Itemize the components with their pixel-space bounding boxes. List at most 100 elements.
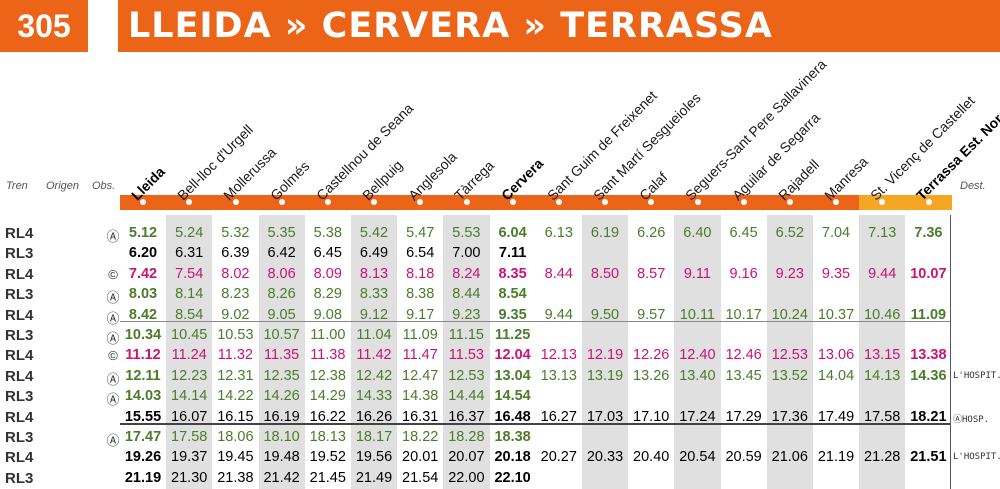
time-cell: 11.04 [356,327,392,343]
time-cell: 21.51 [910,449,947,466]
time-cell: 17.49 [817,408,855,425]
train-code: RL4 [5,225,34,242]
time-cell: 8.29 [313,286,342,303]
time-cell: 21.38 [217,469,254,486]
train-code: RL4 [5,306,34,324]
time-cell: 8.23 [221,286,250,303]
train-code: RL4 [5,367,34,385]
time-cell: 12.23 [171,367,208,384]
station-bar [120,195,950,210]
time-cell: 7.00 [452,245,481,262]
time-cell: 20.33 [586,449,624,466]
time-cell: 21.30 [171,469,208,486]
time-cell: 7.42 [128,265,158,282]
time-cell: 14.38 [402,388,439,405]
time-cell: 12.26 [633,347,670,364]
time-cell: 11.00 [310,327,346,343]
time-cell: 7.36 [914,225,943,241]
time-cell: 14.22 [217,388,254,405]
time-cell: 6.45 [313,245,342,262]
time-cell: 11.12 [125,347,161,364]
time-cell: 16.07 [171,408,208,425]
time-cell: 14.04 [817,367,855,384]
time-cell: 10.57 [263,327,300,343]
time-cell: 13.38 [910,347,947,364]
time-cell: 9.16 [729,265,758,282]
station-dot [463,199,470,205]
obs-mark: Ⓐ [106,229,120,244]
time-cell: 21.49 [355,469,393,486]
obs-mark: © [108,348,118,364]
station-dot [232,199,239,205]
time-cell: 10.24 [771,306,808,323]
station-dot [417,199,424,205]
time-cell: 18.06 [217,429,254,445]
time-cell: 9.23 [775,265,804,282]
time-cell: 12.04 [494,347,531,364]
time-cell: 5.47 [406,225,435,241]
time-cell: 18.13 [309,429,346,445]
station-dot [786,199,793,205]
time-cell: 9.35 [821,265,851,282]
destination: L'HOSPIT. [953,370,1000,381]
time-cell: 6.52 [775,225,804,241]
time-cell: 14.33 [355,388,393,405]
time-cell: 12.11 [125,367,161,384]
time-cell: 17.58 [171,429,208,445]
time-cell: 13.19 [586,367,624,384]
destination: ⒶHOSP. [953,414,990,425]
time-cell: 11.15 [448,327,484,343]
column-shade [443,215,490,489]
row-separator [120,423,950,425]
obs-mark: Ⓐ [106,310,120,326]
time-cell: 9.50 [590,306,620,323]
time-cell: 19.26 [124,449,162,466]
time-cell: 8.18 [406,265,435,282]
time-cell: 16.26 [355,408,393,425]
route-number: 305 [0,0,88,52]
time-cell: 21.19 [124,469,162,486]
header-origin: Origen [46,180,80,192]
time-cell: 7.13 [868,225,897,241]
train-code: RL4 [5,449,34,467]
time-cell: 11.38 [310,347,346,364]
time-cell: 11.32 [217,347,253,364]
time-cell: 9.08 [313,306,342,323]
time-cell: 14.44 [448,388,485,405]
time-cell: 16.15 [217,408,254,425]
time-cell: 19.37 [171,449,208,466]
time-cell: 7.11 [498,245,527,262]
time-cell: 5.12 [128,225,158,241]
time-cell: 8.44 [452,286,481,303]
time-cell: 11.24 [171,347,207,364]
time-cell: 9.11 [683,265,711,282]
time-cell: 8.44 [544,265,573,282]
time-cell: 14.26 [263,388,300,405]
station-dot [555,199,562,205]
header-train: Tren [6,180,28,192]
time-cell: 18.22 [402,429,439,445]
time-cell: 8.14 [175,286,204,303]
station-dot [694,199,701,205]
time-cell: 13.06 [817,347,855,364]
time-cell: 5.35 [267,225,296,241]
time-cell: 17.29 [725,408,762,425]
time-cell: 6.40 [683,225,712,241]
time-cell: 11.47 [402,347,438,364]
time-cell: 10.46 [864,306,901,323]
time-cell: 18.21 [910,408,947,425]
time-cell: 12.38 [309,367,346,384]
time-cell: 12.35 [263,367,300,384]
time-cell: 6.20 [128,245,158,262]
time-cell: 21.45 [309,469,346,486]
time-cell: 21.19 [817,449,855,466]
time-cell: 9.44 [544,306,573,323]
time-cell: 12.47 [402,367,439,384]
time-cell: 6.31 [175,245,204,262]
train-code: RL4 [5,347,34,365]
column-shade [351,215,398,489]
column-shade [258,215,305,489]
time-cell: 5.32 [221,225,250,241]
obs-mark: Ⓐ [106,371,120,387]
time-cell: 6.42 [267,245,296,262]
